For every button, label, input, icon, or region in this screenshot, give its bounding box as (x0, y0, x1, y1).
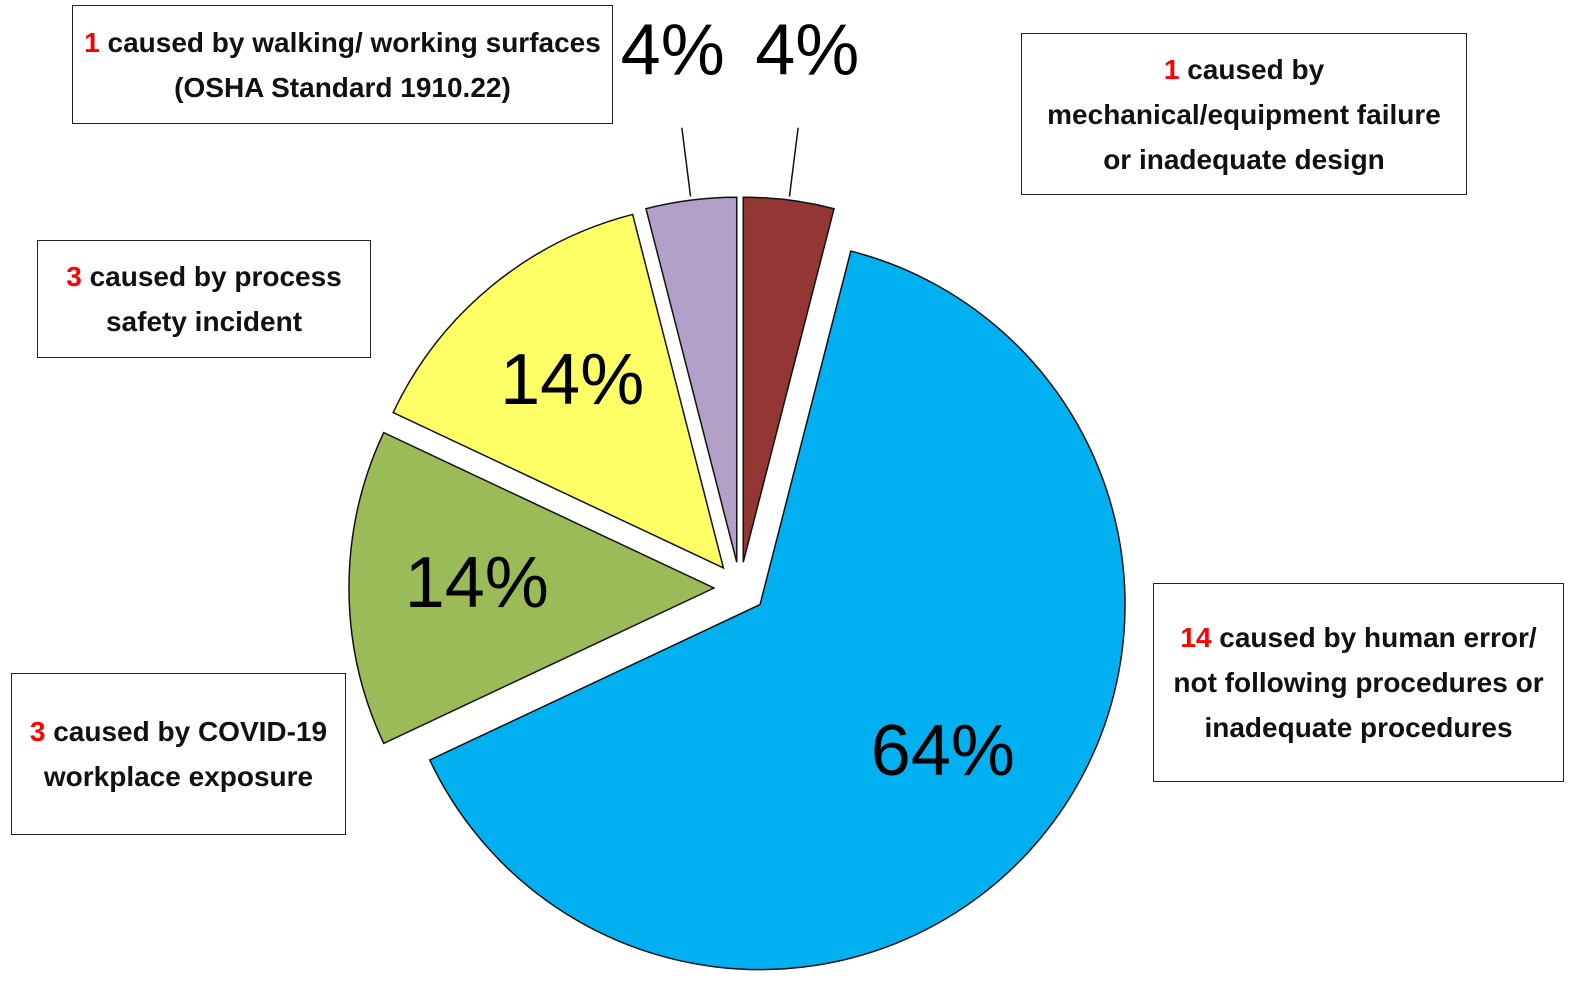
annotation-text: caused by process safety incident (89, 261, 342, 337)
annotation-box: 3 caused by process safety incident (37, 240, 371, 358)
annotation-text: caused by walking/ working surfaces (OSH… (107, 26, 601, 103)
slice-label: 4% (755, 10, 859, 90)
annotation: 1 caused by walking/ working surfaces (O… (81, 20, 604, 110)
pie-slice (348, 431, 716, 745)
annotation-count: 14 (1180, 622, 1212, 653)
pie-slice (645, 196, 738, 563)
pie-slice (742, 196, 835, 563)
annotation-text: caused by COVID-19 workplace exposure (43, 716, 328, 792)
slice-label: 14% (405, 543, 549, 623)
leader-line (788, 127, 799, 197)
annotation-count: 3 (29, 716, 46, 747)
leader-line (681, 127, 692, 197)
annotation: 3 caused by COVID-19 workplace exposure (20, 709, 337, 799)
annotation-text: caused by mechanical/equipment failure o… (1047, 53, 1441, 175)
annotation: 1 caused by mechanical/equipment failure… (1030, 47, 1458, 182)
annotation: 3 caused by process safety incident (46, 254, 362, 344)
slice-label: 64% (871, 711, 1015, 791)
annotation-count: 1 (1163, 53, 1180, 85)
annotation-box: 14 caused by human error/ not following … (1153, 583, 1564, 782)
annotation-box: 3 caused by COVID-19 workplace exposure (11, 673, 346, 835)
annotation-box: 1 caused by mechanical/equipment failure… (1021, 33, 1467, 195)
annotation-text: caused by human error/ not following pro… (1173, 622, 1544, 743)
annotation-box: 1 caused by walking/ working surfaces (O… (72, 5, 613, 124)
slice-label: 14% (500, 340, 644, 420)
slice-label: 4% (621, 10, 725, 90)
annotation-count: 1 (84, 26, 100, 58)
annotation-count: 3 (66, 261, 82, 292)
pie-slice (428, 250, 1126, 971)
annotation: 14 caused by human error/ not following … (1162, 615, 1555, 750)
pie-slice (392, 213, 725, 570)
